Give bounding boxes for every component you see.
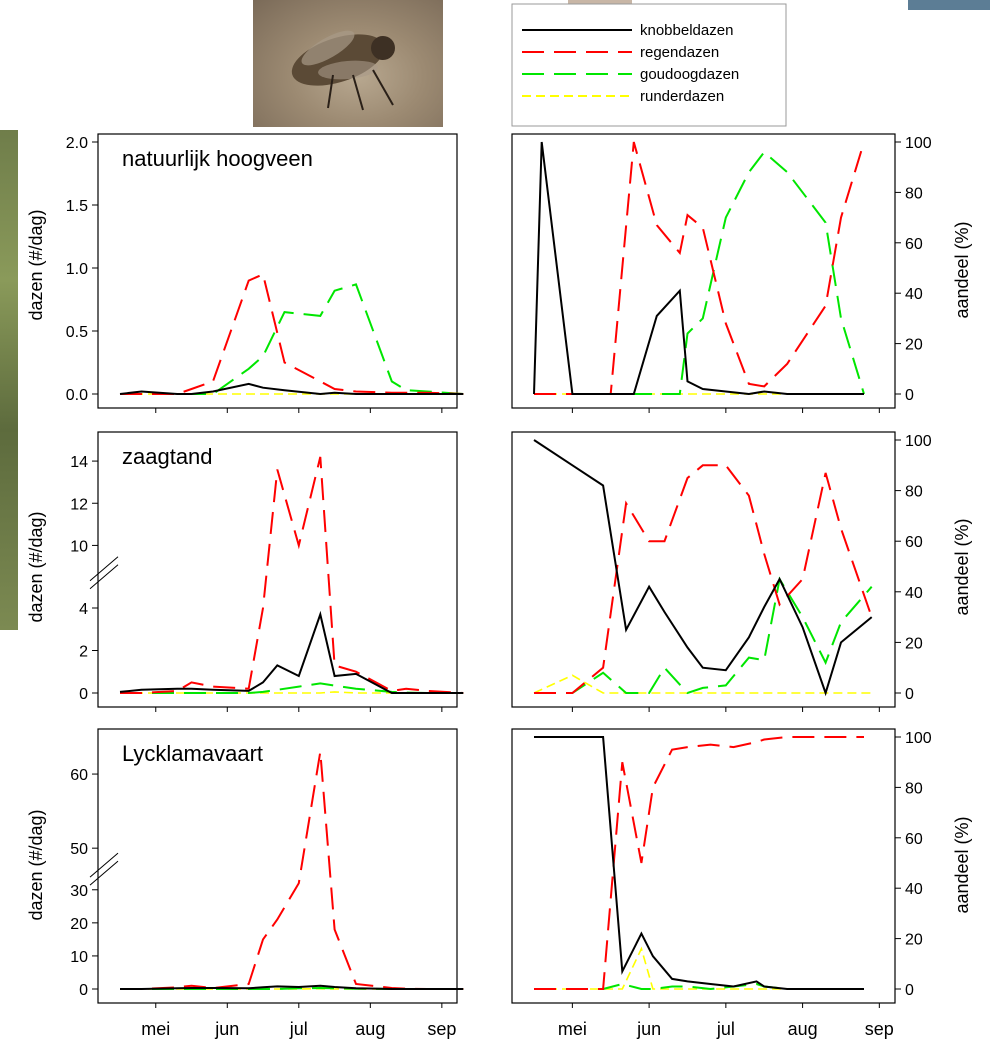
- panel-left-2: 0 2 4 10 12 14 zaagtand: [70, 431, 464, 712]
- legend-label-regendazen: regendazen: [640, 44, 719, 61]
- ytick-label: 0: [79, 982, 88, 999]
- ylabel-right-2: aandeel (%): [952, 518, 972, 615]
- month-label-right: jul: [716, 1019, 735, 1039]
- ytick-label: 1.0: [66, 261, 88, 278]
- panel-frame: [511, 728, 896, 1004]
- ytick-label: 40: [905, 585, 923, 602]
- panel-left-3: 0 10 20 30 50 60 Lycklamavaart: [70, 728, 464, 1008]
- month-label-left: mei: [141, 1019, 170, 1039]
- ytick-label: 80: [905, 484, 923, 501]
- ytick-label: 100: [905, 433, 932, 450]
- legend-label-knobbeldazen: knobbeldazen: [640, 22, 733, 39]
- ytick-label: 80: [905, 780, 923, 797]
- month-label-left: sep: [427, 1019, 456, 1039]
- ytick-label: 60: [905, 534, 923, 551]
- series-goudoogdazen-left-2: [120, 682, 464, 694]
- panel-title: natuurlijk hoogveen: [122, 146, 313, 171]
- ytick-label: 40: [905, 286, 923, 303]
- legend-label-runderdazen: runderdazen: [640, 88, 724, 105]
- ytick-label: 20: [905, 932, 923, 949]
- ytick-label: 80: [905, 185, 923, 202]
- ylabel-right-3: aandeel (%): [952, 816, 972, 913]
- series-regendazen-left-1: [120, 272, 464, 395]
- month-label-right: jun: [636, 1019, 661, 1039]
- series-regendazen-right-2: [534, 464, 873, 694]
- ytick-label: 50: [70, 841, 88, 858]
- ytick-label: 60: [905, 236, 923, 253]
- panel-right-2: 0 20 40 60 80 100: [511, 431, 932, 712]
- ytick-label: 20: [905, 337, 923, 354]
- panel-frame: [511, 431, 896, 708]
- panel-frame: [97, 133, 458, 409]
- series-runderdazen-right-2: [533, 674, 872, 694]
- series-goudoogdazen-right-2: [534, 576, 873, 695]
- ylabel-left-1: dazen (#/dag): [26, 209, 46, 320]
- series-regendazen-right-3: [534, 736, 864, 990]
- ytick-label: 30: [70, 883, 88, 900]
- ytick-label: 100: [905, 730, 932, 747]
- panel-right-3: 0 20 40 60 80 100: [511, 728, 932, 1008]
- ytick-label: 12: [70, 496, 88, 513]
- ytick-label: 2: [79, 643, 88, 660]
- ytick-label: 14: [70, 454, 88, 471]
- series-knobbeldazen-right-2: [533, 439, 873, 697]
- series-runderdazen-right-3: [534, 946, 864, 990]
- ylabel-left-2: dazen (#/dag): [26, 511, 46, 622]
- month-label-left: aug: [355, 1019, 385, 1039]
- corner-photo-right: [908, 0, 990, 10]
- ytick-label: 0: [905, 982, 914, 999]
- month-label-left: jun: [214, 1019, 239, 1039]
- panel-frame: [97, 728, 458, 1004]
- series-knobbeldazen-left-1: [119, 382, 464, 396]
- series-regendazen-left-3: [120, 751, 464, 990]
- ytick-label: 2.0: [66, 135, 88, 152]
- panel-title: Lycklamavaart: [122, 741, 263, 766]
- ytick-label: 0: [79, 686, 88, 703]
- month-label-right: sep: [865, 1019, 894, 1039]
- ytick-label: 10: [70, 538, 88, 555]
- series-knobbeldazen-right-1: [533, 141, 864, 396]
- legend-box: [511, 3, 787, 127]
- month-label-left: jul: [289, 1019, 308, 1039]
- fly-photo: [253, 0, 443, 127]
- month-label-right: mei: [558, 1019, 587, 1039]
- series-knobbeldazen-left-2: [119, 610, 464, 694]
- panel-frame: [97, 431, 458, 708]
- legend: knobbeldazen regendazen goudoogdazen runder…: [511, 3, 787, 127]
- panel-left-1: 0.0 0.5 1.0 1.5 2.0 natuurlijk hoogveen: [66, 133, 464, 413]
- panel-right-1: 0 20 40 60 80 100: [511, 133, 932, 413]
- series-knobbeldazen-right-3: [534, 736, 864, 990]
- ytick-label: 10: [70, 949, 88, 966]
- ytick-label: 40: [905, 881, 923, 898]
- axis-break-mark: [89, 852, 119, 878]
- ytick-label: 1.5: [66, 198, 88, 215]
- series-regendazen-right-1: [534, 141, 865, 395]
- ytick-label: 60: [905, 831, 923, 848]
- ytick-label: 0.5: [66, 324, 88, 341]
- series-regendazen-left-2: [120, 456, 464, 694]
- ytick-label: 20: [70, 916, 88, 933]
- axis-break-mark: [89, 564, 119, 590]
- panel-title: zaagtand: [122, 444, 213, 469]
- series-goudoogdazen-right-1: [534, 150, 865, 395]
- ylabel-right-1: aandeel (%): [952, 221, 972, 318]
- panel-frame: [511, 133, 896, 409]
- fly-icon: [291, 30, 395, 111]
- ytick-label: 20: [905, 635, 923, 652]
- axis-break-mark: [89, 860, 119, 886]
- ytick-label: 0.0: [66, 387, 88, 404]
- ytick-label: 0: [905, 387, 914, 404]
- series-knobbeldazen-left-3: [120, 984, 464, 990]
- month-label-right: aug: [788, 1019, 818, 1039]
- axis-break-mark: [89, 556, 119, 582]
- ytick-label: 60: [70, 767, 88, 784]
- ytick-label: 4: [79, 601, 88, 618]
- ylabel-left-3: dazen (#/dag): [26, 809, 46, 920]
- series-goudoogdazen-left-1: [120, 283, 464, 395]
- side-photo-strip: [0, 130, 18, 630]
- ytick-label: 0: [905, 686, 914, 703]
- legend-label-goudoogdazen: goudoogdazen: [640, 66, 739, 83]
- ytick-label: 100: [905, 135, 932, 152]
